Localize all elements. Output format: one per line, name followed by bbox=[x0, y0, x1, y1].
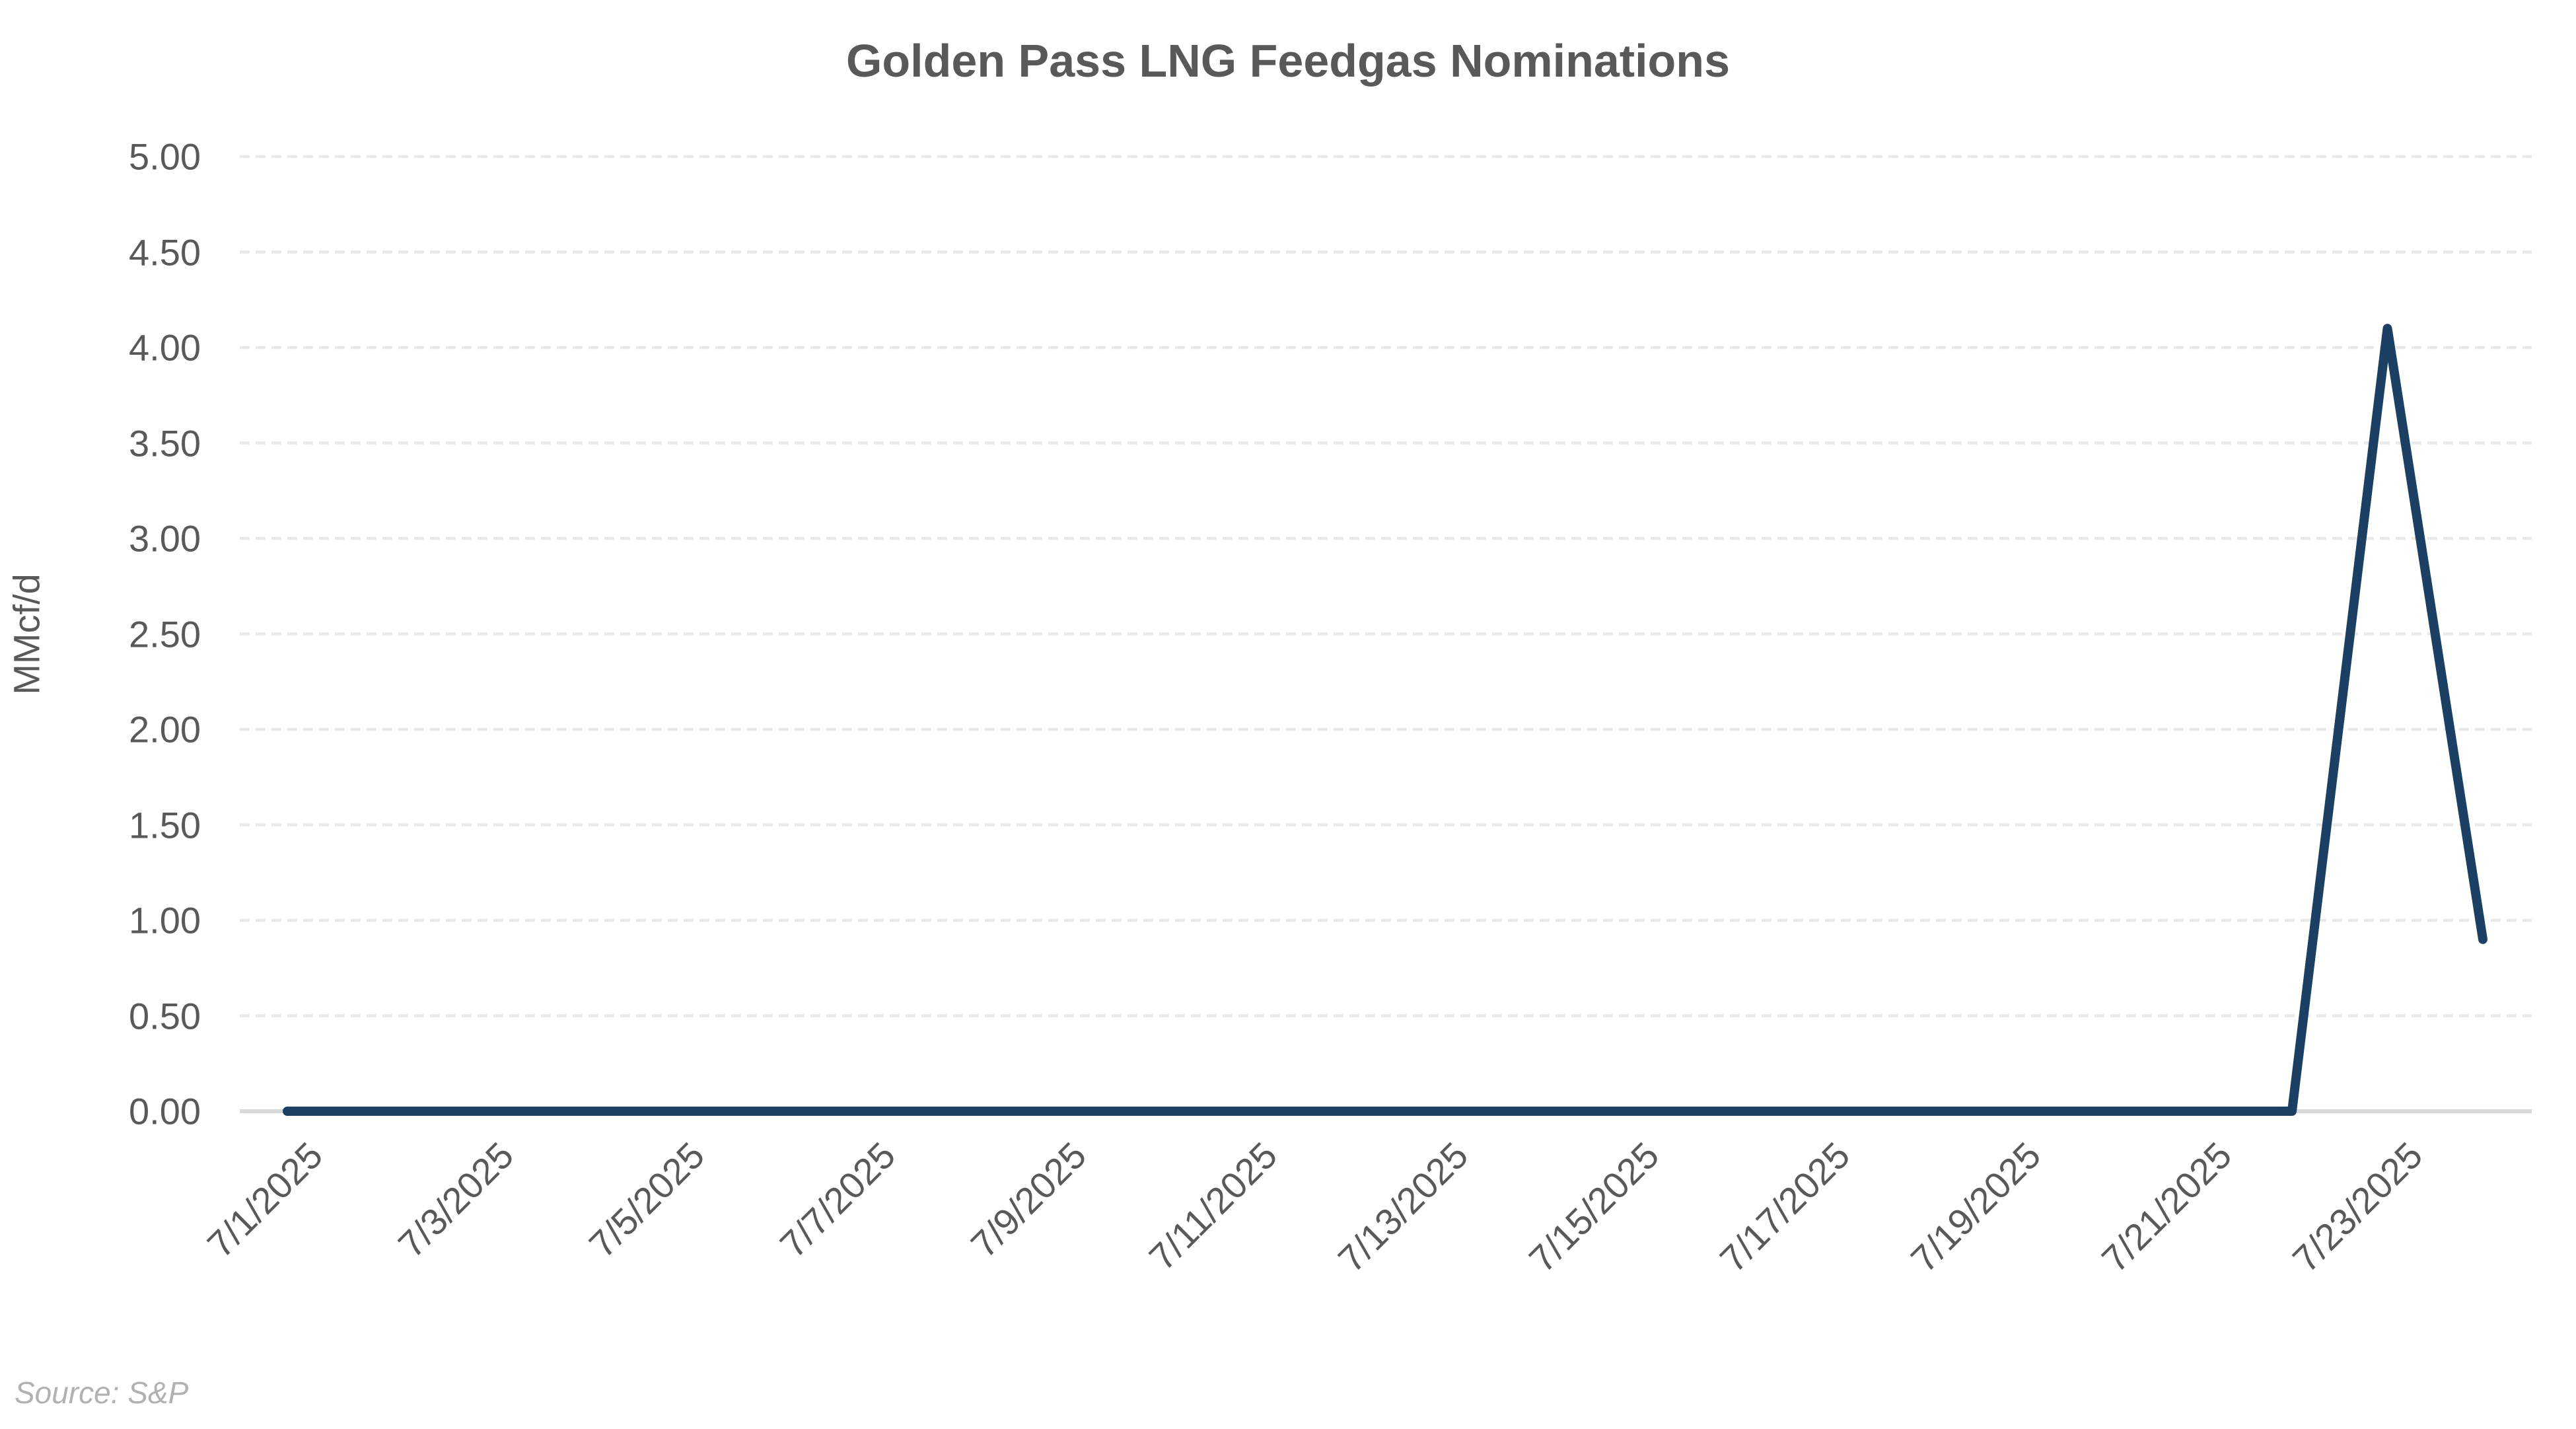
y-tick-label: 1.00 bbox=[129, 899, 201, 941]
y-axis-title: MMcf/d bbox=[5, 573, 48, 695]
y-tick-label: 2.50 bbox=[129, 613, 201, 655]
y-tick-label: 2.00 bbox=[129, 708, 201, 751]
y-tick-label: 1.50 bbox=[129, 804, 201, 846]
feedgas-line bbox=[283, 324, 2487, 1116]
source-note: Source: S&P bbox=[15, 1375, 189, 1410]
y-tick-label: 5.00 bbox=[129, 135, 201, 178]
y-tick-label: 0.50 bbox=[129, 995, 201, 1037]
y-tick-label: 3.50 bbox=[129, 422, 201, 464]
chart-title: Golden Pass LNG Feedgas Nominations bbox=[845, 35, 1731, 87]
y-tick-label: 3.00 bbox=[129, 517, 201, 560]
y-tick-label: 4.50 bbox=[129, 231, 201, 273]
gridlines bbox=[240, 155, 2532, 1017]
y-tick-label: 0.00 bbox=[129, 1090, 201, 1132]
y-tick-label: 4.00 bbox=[129, 326, 201, 369]
